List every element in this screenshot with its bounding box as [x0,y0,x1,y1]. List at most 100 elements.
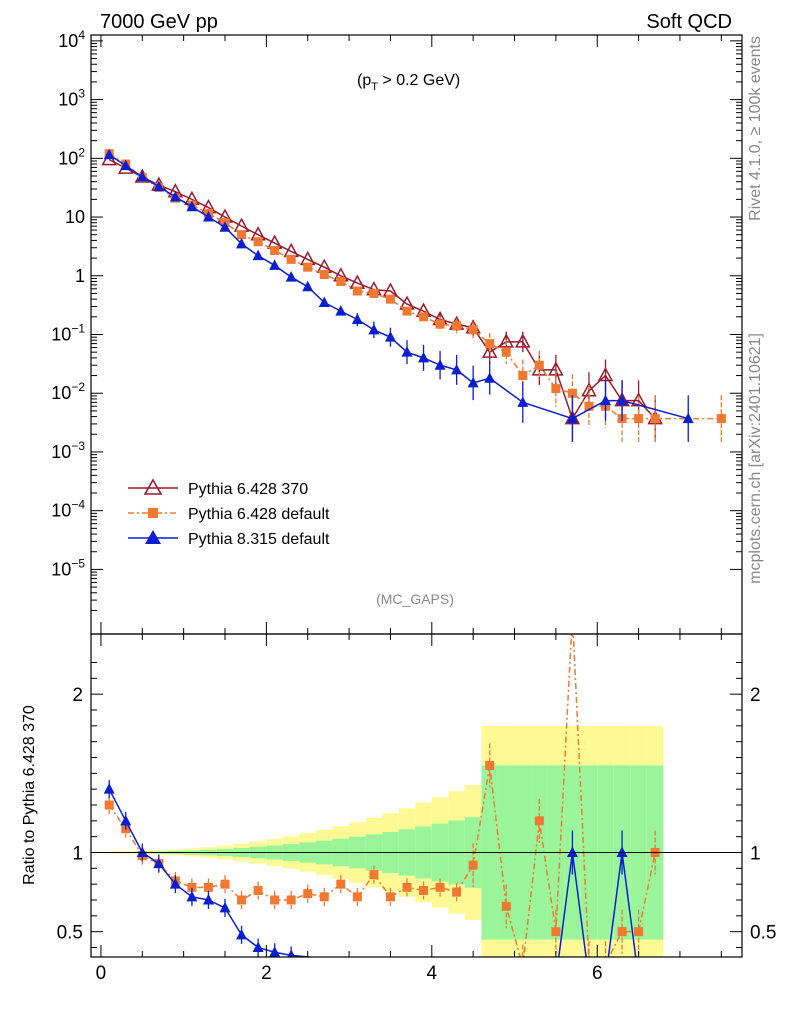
point-square-5 [187,882,197,892]
ratio-tick-label-1: 1 [72,844,83,865]
legend-label-3: Pythia 8.315 default [188,531,330,548]
point-triangle-16 [616,846,628,857]
point-triangle-14 [335,305,347,316]
ratio-line-1 [108,634,656,957]
point-triangle-11 [285,271,297,282]
y-tick-label-7: 10−3 [51,439,85,462]
point-square-8 [237,895,247,905]
point-square-20 [435,319,445,329]
point-square-25 [518,371,528,381]
point-triangle-5 [186,200,198,212]
point-square-28 [567,388,577,398]
point-triangle-18 [401,346,413,357]
point-square-22 [468,325,478,335]
point-square-20 [435,882,445,892]
point-triangle-5 [186,890,198,902]
point-triangle-8 [236,928,248,940]
point-triangle-7 [219,901,231,913]
point-square-34 [716,414,726,424]
point-square-15 [352,286,362,296]
point-triangle-13 [318,296,330,308]
point-triangle-20 [434,359,446,370]
point-triangle-3 [153,180,165,192]
point-triangle-12 [302,280,314,292]
x-tick-label-1: 2 [261,963,272,984]
point-triangle-22 [467,376,479,388]
legend-entry-pythia6-default: Pythia 6.428 default [128,506,330,523]
point-triangle-10 [269,259,281,270]
y-tick-label-8: 10−4 [51,498,85,521]
point-triangle-16 [368,323,380,335]
point-triangle-open-15 [349,274,366,289]
point-square-32 [634,927,644,937]
y-tick-label-4: 1 [75,266,85,286]
point-triangle-21 [451,363,463,375]
point-triangle-open-23 [481,343,498,358]
point-square-16 [369,288,379,298]
point-triangle-4 [169,190,181,202]
point-triangle-24 [517,396,529,407]
point-square-24 [501,901,511,911]
point-triangle-6 [202,894,214,905]
point-square-7 [220,879,230,889]
point-square-33 [650,414,660,424]
ratio-tick-label-right-1: 1 [750,844,761,865]
point-triangle-8 [236,237,248,249]
legend-marker-square [148,508,158,518]
point-square-10 [270,245,280,255]
point-square-23 [485,339,495,349]
cut-label: (pT > 0.2 GeV) [357,72,460,93]
point-square-21 [452,321,462,331]
ratio-ylabel: Ratio to Pythia 6.428 370 [21,705,38,885]
point-square-21 [452,887,462,897]
point-square-29 [584,401,594,411]
point-square-17 [385,892,395,902]
x-tick-label-0: 0 [96,963,107,984]
header-left: 7000 GeV pp [100,11,218,33]
point-square-6 [203,882,213,892]
point-square-19 [419,886,429,895]
point-triangle-7 [219,221,231,232]
y-tick-label-0: 104 [58,28,85,51]
point-triangle-2 [136,171,148,182]
point-square-10 [270,895,280,905]
point-square-24 [501,347,511,357]
point-triangle-0 [103,783,115,794]
legend-marker-triangle [145,530,161,544]
point-triangle-open-24 [498,333,515,348]
ratio-tick-label-2: 2 [72,685,83,706]
analysis-label: (MC_GAPS) [376,591,454,607]
ratio-tick-label-0: 0.5 [57,923,83,944]
point-triangle-23 [484,372,496,383]
point-square-19 [419,312,429,322]
point-triangle-17 [633,973,644,984]
point-square-32 [634,414,644,424]
point-square-26 [534,360,544,370]
legend-label-1: Pythia 6.428 370 [188,481,308,498]
point-square-14 [336,879,346,889]
point-square-11 [286,895,296,905]
side-text-top: Rivet 4.1.0, ≥ 100k events [747,36,764,221]
ratio-line-2 [108,788,637,957]
point-triangle-9 [252,941,264,952]
point-triangle-9 [252,249,264,261]
point-triangle-19 [418,351,430,363]
point-triangle-11 [287,949,296,957]
point-square-15 [352,892,362,902]
point-triangle-17 [384,331,396,342]
point-triangle-open-25 [515,333,531,348]
point-triangle-4 [169,878,181,889]
legend-marker-triangle-open [143,478,163,495]
point-triangle-12 [550,973,561,984]
point-square-18 [402,882,412,892]
point-triangle-10 [269,946,281,957]
point-square-31 [617,927,627,937]
point-square-17 [385,294,395,304]
point-square-14 [336,276,346,286]
point-triangle-1 [120,814,132,826]
ratio-frame [90,633,743,958]
side-text-bottom: mcplots.cern.ch [arXiv:2401.10621] [747,333,764,584]
point-triangle-25 [566,412,578,424]
point-triangle-27 [616,394,628,406]
point-triangle-0 [103,148,115,160]
